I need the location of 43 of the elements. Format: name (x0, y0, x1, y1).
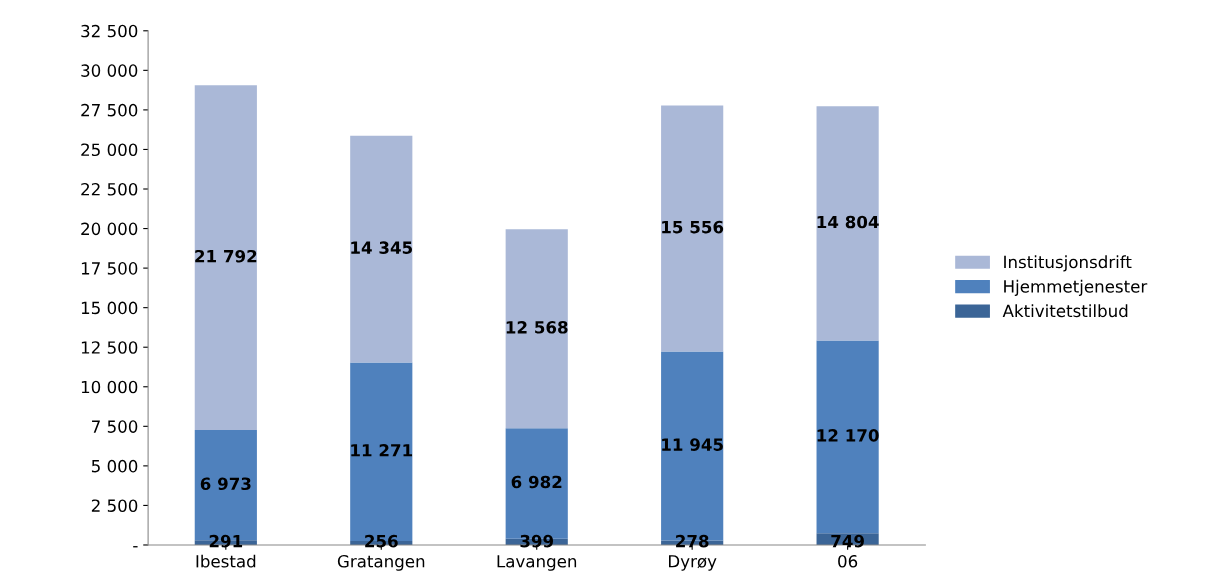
y-tick-label: 12 500 (81, 341, 138, 354)
data-label: 12 170 (817, 429, 879, 442)
y-tick-label: 17 500 (81, 262, 138, 275)
data-label: 6 982 (511, 475, 562, 489)
y-tick-label: - (133, 546, 138, 548)
data-label: 14 804 (817, 215, 879, 229)
y-tick-label: 25 000 (81, 143, 138, 157)
data-label: 21 792 (195, 249, 257, 263)
bar (350, 135, 413, 363)
y-tick-label: 10 000 (81, 380, 138, 394)
data-label: 256 (365, 534, 398, 548)
x-tick-label: Dyrøy (669, 555, 717, 571)
data-label: 6 973 (200, 477, 251, 491)
y-tick-label: 22 500 (81, 182, 138, 196)
y-tick-label: 27 500 (81, 103, 138, 117)
y-tick-label: 2 500 (91, 499, 138, 512)
bar (505, 229, 568, 429)
data-label: 11 271 (351, 444, 413, 457)
y-tick-label: 32 500 (81, 24, 138, 38)
x-tick-label: Gratangen (337, 554, 425, 571)
bar (816, 106, 879, 341)
data-label: 291 (209, 534, 243, 548)
data-label: 11 945 (662, 438, 723, 451)
legend-label: Hjemmetjenester (1004, 279, 1148, 296)
y-tick-label: 30 000 (81, 64, 138, 77)
y-tick-label: 20 000 (81, 222, 138, 236)
data-label: 14 345 (351, 241, 413, 254)
y-tick-label: 7 500 (92, 420, 138, 433)
x-tick-label: Lavangen (497, 555, 577, 571)
y-tick-label: 5 000 (91, 459, 138, 473)
legend-label: Aktivitetstilbud (1002, 304, 1128, 318)
legend-label: Institusjonsdrift (1004, 255, 1132, 272)
data-label: 278 (676, 534, 709, 548)
bar (816, 340, 879, 534)
data-label: 12 568 (506, 321, 568, 334)
x-tick-label: Ibestad (196, 554, 256, 568)
y-tick-label: 15 000 (81, 301, 138, 315)
bar (194, 85, 257, 431)
data-label: 399 (520, 534, 554, 548)
bar (661, 105, 724, 352)
data-label: 15 556 (662, 220, 724, 234)
x-tick-label: 06 (838, 554, 858, 568)
data-label: 749 (831, 534, 864, 548)
